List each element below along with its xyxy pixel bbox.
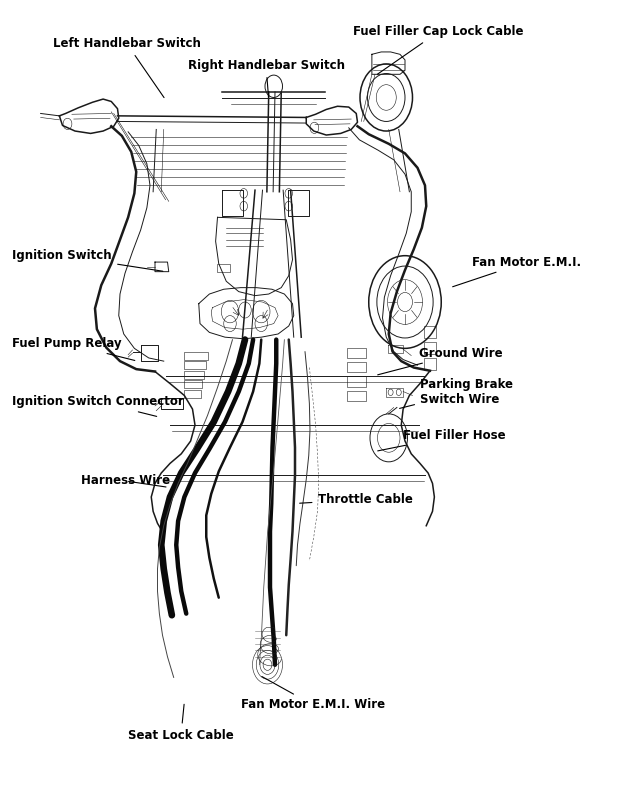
Text: Left Handlebar Switch: Left Handlebar Switch bbox=[53, 38, 201, 97]
Text: Fan Motor E.M.I.: Fan Motor E.M.I. bbox=[452, 256, 581, 287]
Text: Fuel Filler Hose: Fuel Filler Hose bbox=[378, 429, 506, 451]
Text: Fan Motor E.M.I. Wire: Fan Motor E.M.I. Wire bbox=[241, 677, 385, 711]
Text: Seat Lock Cable: Seat Lock Cable bbox=[128, 704, 234, 741]
Text: Ignition Switch Connector: Ignition Switch Connector bbox=[12, 396, 184, 416]
Text: Harness Wire: Harness Wire bbox=[81, 475, 171, 487]
Text: Throttle Cable: Throttle Cable bbox=[299, 493, 412, 506]
Text: Fuel Filler Cap Lock Cable: Fuel Filler Cap Lock Cable bbox=[353, 26, 524, 74]
Text: Parking Brake
Switch Wire: Parking Brake Switch Wire bbox=[399, 377, 513, 408]
Text: Ground Wire: Ground Wire bbox=[378, 347, 503, 375]
Text: Fuel Pump Relay: Fuel Pump Relay bbox=[12, 337, 135, 360]
Text: Ignition Switch: Ignition Switch bbox=[12, 249, 163, 271]
Text: Right Handlebar Switch: Right Handlebar Switch bbox=[188, 59, 344, 97]
